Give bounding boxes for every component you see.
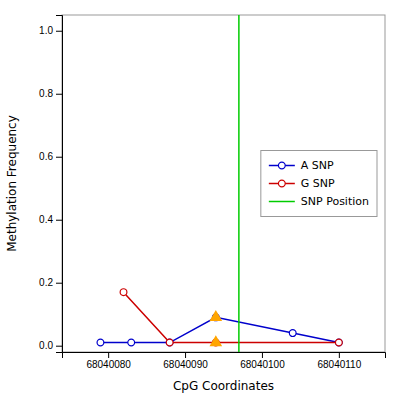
y-axis-tick-mark (56, 346, 62, 347)
x-axis: 68040080 68040090 68040100 68040110 (63, 352, 386, 370)
series-point (166, 339, 173, 346)
x-axis-tick: 68040090 (163, 352, 208, 370)
legend-label: SNP Position (301, 195, 369, 208)
y-axis-tick-mark (56, 283, 62, 284)
series-point (289, 330, 296, 337)
legend: A SNP G SNP SNP Position (261, 151, 377, 217)
y-axis-tick-label: 0.2 (39, 277, 53, 288)
x-axis-tick-mark (262, 352, 263, 358)
y-axis-tick-label: 0.0 (39, 340, 53, 351)
y-axis-tick-mark (56, 31, 62, 32)
chart: 680400806804009068040100680401100.00.20.… (0, 0, 400, 400)
y-axis-tick-label: 0.8 (39, 88, 53, 99)
y-axis-tick-label: 1.0 (39, 25, 53, 36)
y-axis-title: Methylation Frequency (5, 115, 19, 252)
marks (97, 15, 342, 352)
y-axis: 0.0 0.2 0.4 0.6 0.8 1.0 (39, 16, 62, 353)
x-axis-tick-mark (185, 352, 186, 358)
series-point (166, 339, 173, 346)
triangle-point (209, 335, 222, 346)
x-axis-tick-label: 68040110 (317, 359, 361, 370)
legend-swatch (269, 201, 295, 203)
series-point (335, 339, 342, 346)
x-axis-tick-label: 68040080 (86, 359, 131, 370)
y-axis-line (56, 16, 63, 353)
x-axis-tick: 68040100 (240, 352, 285, 370)
legend-label: G SNP (301, 177, 335, 190)
y-axis-tick-mark (56, 220, 62, 221)
series-point (128, 339, 135, 346)
legend-box (261, 151, 377, 217)
y-axis-tick-label: 0.4 (39, 214, 53, 225)
y-axis-tick: 1.0 (39, 25, 62, 36)
legend-label: A SNP (301, 159, 334, 172)
y-axis-tick-label: 0.6 (39, 151, 53, 162)
x-axis-tick: 68040110 (317, 352, 361, 370)
y-axis-tick-mark (56, 157, 62, 158)
x-axis-tick-mark (108, 352, 109, 358)
plot: 680400806804009068040100680401100.00.20.… (39, 15, 385, 370)
series-point (97, 339, 104, 346)
y-axis-tick-mark (56, 94, 62, 95)
x-axis-tick-mark (339, 352, 340, 358)
x-axis-tick: 68040080 (86, 352, 131, 370)
x-axis-line (63, 353, 386, 359)
y-axis-tick: 0.0 (39, 340, 62, 351)
y-axis-tick: 0.6 (39, 151, 62, 162)
y-axis-tick: 0.2 (39, 277, 62, 288)
legend-marker (278, 180, 285, 187)
series-line (124, 292, 339, 342)
triangle-point (209, 310, 222, 321)
y-axis-tick: 0.4 (39, 214, 62, 225)
x-axis-title: CpG Coordinates (173, 379, 274, 393)
y-axis-tick: 0.8 (39, 88, 62, 99)
series-point (335, 339, 342, 346)
series-line (100, 317, 338, 342)
plot-frame (62, 15, 385, 352)
x-axis-tick-label: 68040090 (163, 359, 208, 370)
legend-marker (278, 162, 285, 169)
series-point (120, 289, 127, 296)
snp-line (238, 15, 240, 352)
x-axis-tick-label: 68040100 (240, 359, 285, 370)
